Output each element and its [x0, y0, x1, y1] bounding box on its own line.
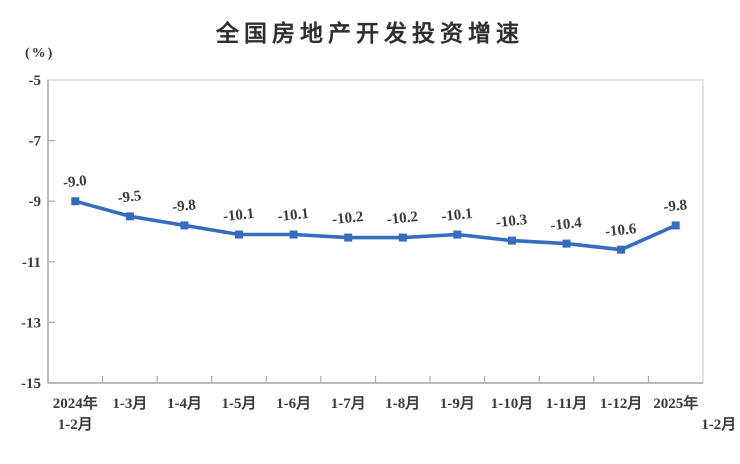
y-axis-tick-label: -13 — [21, 315, 41, 331]
data-point-label: -10.2 — [386, 209, 419, 228]
data-point-label: -10.6 — [604, 221, 637, 240]
x-axis-tick-label: 1-2月 — [58, 416, 93, 433]
data-point-marker — [344, 233, 353, 242]
x-axis-tick-label: 1-4月 — [167, 395, 202, 412]
data-line — [73, 199, 678, 252]
chart-title: 全国房地产开发投资增速 — [216, 21, 524, 47]
y-axis-tick-label: -7 — [29, 134, 42, 150]
data-point-label: -10.2 — [331, 209, 364, 228]
x-axis-tick-label: 1-2月 — [701, 416, 736, 433]
x-axis-tick-label: 2025年 — [653, 394, 698, 412]
data-point-marker — [671, 221, 680, 230]
x-axis-tick-label: 1-10月 — [491, 395, 534, 412]
data-point-marker — [507, 236, 516, 245]
data-point-label: -10.1 — [441, 206, 474, 225]
x-axis-tick-label: 1-11月 — [546, 395, 588, 412]
x-axis-tick-label: 1-5月 — [222, 395, 257, 412]
y-axis-tick-label: -9 — [29, 194, 42, 210]
data-point-label: -10.1 — [222, 206, 255, 225]
data-point-marker — [125, 212, 134, 221]
x-axis-tick-label: 1-9月 — [440, 395, 475, 412]
x-axis-tick-label: 1-3月 — [112, 395, 147, 412]
data-point-marker — [235, 230, 244, 239]
data-point-marker — [289, 230, 298, 239]
y-axis-tick-label: -15 — [21, 376, 41, 392]
y-axis-tick-label: -5 — [29, 73, 42, 89]
y-axis-tick-label: -11 — [22, 255, 41, 271]
data-point-marker — [562, 239, 571, 248]
x-axis-tick-label: 1-7月 — [331, 395, 366, 412]
y-axis-unit-label: (%) — [25, 46, 55, 61]
data-point-label: -10.4 — [550, 215, 583, 234]
data-point-label: -9.0 — [62, 173, 87, 191]
data-point-label: -9.8 — [171, 197, 196, 215]
data-point-label: -9.5 — [117, 188, 142, 206]
data-point-marker — [453, 230, 462, 239]
data-point-marker — [180, 221, 189, 230]
data-point-label: -10.1 — [277, 206, 310, 225]
x-axis-tick-label: 2024年 — [53, 394, 98, 412]
x-axis-tick-label: 1-6月 — [276, 395, 311, 412]
data-point-label: -10.3 — [495, 212, 528, 231]
x-axis-tick-label: 1-8月 — [385, 395, 420, 412]
data-point-label: -9.8 — [663, 197, 688, 215]
x-axis-tick-label: 1-12月 — [600, 395, 643, 412]
data-point-marker — [398, 233, 407, 242]
data-point-marker — [617, 245, 626, 254]
data-point-marker — [71, 197, 80, 206]
